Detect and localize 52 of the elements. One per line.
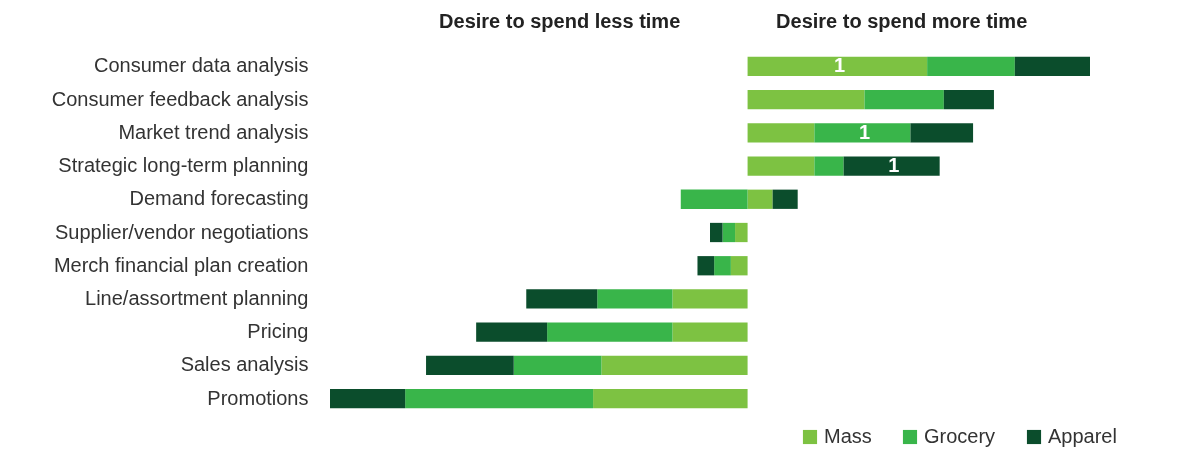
annotation: 1 [858, 120, 871, 143]
bar [943, 89, 994, 110]
annotation: 1 [833, 54, 846, 77]
bar [772, 189, 798, 209]
bar [747, 56, 928, 76]
bar [672, 289, 748, 309]
bar [426, 355, 514, 376]
bar [476, 322, 548, 342]
bar [710, 222, 723, 243]
bar [714, 256, 731, 276]
bar [747, 89, 865, 110]
legend-label: Apparel [1048, 425, 1117, 447]
y-tick-label: Pricing [247, 320, 309, 343]
bar [680, 189, 748, 209]
bar [513, 355, 602, 376]
bar [747, 156, 815, 176]
y-tick-label: Line/assortment planning [85, 286, 309, 309]
bar [405, 389, 594, 409]
bar [597, 289, 673, 309]
bar [697, 256, 715, 276]
bar [601, 355, 748, 376]
legend-label: Grocery [924, 425, 996, 447]
bar [747, 189, 773, 209]
bar [910, 123, 974, 143]
bar [814, 156, 844, 176]
text: Desire to spend more time [776, 10, 1028, 32]
bar [593, 389, 748, 409]
annotation: 1 [888, 154, 900, 177]
bar [330, 389, 406, 409]
bar [547, 322, 673, 342]
y-tick-label: Supplier/vendor negotiations [54, 220, 309, 243]
text: Desire to spend less time [439, 10, 681, 32]
bar [735, 222, 748, 243]
bar [730, 256, 748, 276]
y-tick-label: Consumer data analysis [93, 54, 309, 77]
bar [864, 89, 944, 110]
y-tick-label: Merch financial plan creation [53, 253, 309, 276]
bar [747, 123, 815, 143]
y-tick-label: Promotions [207, 386, 309, 409]
bar [722, 222, 736, 243]
bar [672, 322, 748, 342]
y-tick-label: Strategic long-term planning [58, 154, 309, 177]
bar [1014, 56, 1090, 76]
y-tick-label: Sales analysis [180, 353, 309, 376]
legend-label: Mass [824, 425, 872, 447]
y-tick-label: Market trend analysis [118, 120, 309, 143]
y-tick-label: Consumer feedback analysis [51, 87, 309, 110]
bar [526, 289, 598, 309]
bar [843, 156, 940, 176]
bar [927, 56, 1015, 76]
y-tick-label: Demand forecasting [129, 187, 309, 210]
bar [814, 123, 911, 143]
